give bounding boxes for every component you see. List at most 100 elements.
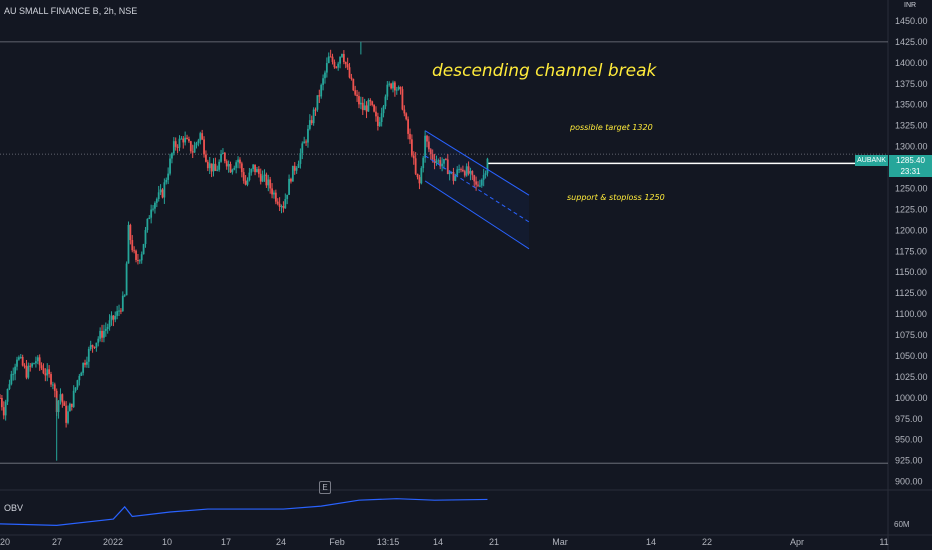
candle-body (63, 402, 66, 406)
y-tick-label: 900.00 (895, 477, 923, 487)
candle-body (97, 338, 100, 343)
candle-body (120, 310, 122, 312)
candle-body (376, 116, 379, 126)
chart-title: AU SMALL FINANCE B, 2h, NSE (4, 6, 138, 16)
candle-body (116, 311, 119, 316)
candle-body (288, 178, 290, 195)
candle-body (358, 96, 360, 105)
candle-body (19, 356, 22, 358)
earnings-icon[interactable]: E (319, 481, 331, 494)
candle-body (454, 175, 457, 181)
annotation-target: possible target 1320 (570, 123, 653, 132)
candle-body (458, 169, 461, 171)
candle-body (84, 362, 86, 365)
candle-body (240, 163, 243, 173)
candle-body (333, 61, 336, 68)
candle-body (222, 152, 224, 154)
y-tick-label: 1250.00 (895, 183, 928, 193)
candle-body (395, 89, 398, 91)
candle-body (237, 159, 239, 163)
candle-body (125, 263, 128, 296)
candle-body (12, 373, 15, 375)
x-tick-label: Mar (552, 537, 568, 547)
candle-body (463, 171, 466, 176)
channel-upper-line (424, 130, 530, 196)
candle-body (25, 366, 28, 378)
candle-body (403, 109, 406, 114)
candle-body (290, 178, 292, 182)
candle-body (82, 362, 85, 373)
candle-body (233, 167, 236, 170)
candle-body (59, 394, 62, 401)
candle-body (118, 310, 120, 312)
candle-body (114, 315, 117, 320)
candle-body (444, 159, 447, 161)
candle-body (392, 82, 394, 89)
candle-body (269, 179, 272, 189)
candle-body (154, 202, 156, 209)
candle-body (435, 161, 438, 164)
candle-body (414, 158, 417, 174)
candle-body (456, 169, 459, 176)
candle-body (146, 218, 149, 231)
candle-body (0, 397, 3, 408)
candle-body (295, 167, 298, 171)
candle-body (229, 163, 232, 173)
candle-body (165, 179, 168, 183)
candle-body (257, 169, 260, 174)
candle-body (231, 169, 234, 173)
candle-body (263, 174, 266, 176)
candle-body (2, 407, 5, 416)
x-tick-label: Apr (790, 537, 804, 547)
candle-body (182, 138, 185, 143)
x-tick-label: 20 (0, 537, 10, 547)
candle-body (21, 356, 24, 366)
candle-body (214, 163, 217, 171)
candle-body (33, 363, 35, 365)
y-tick-label: 975.00 (895, 414, 923, 424)
candle-body (197, 140, 200, 143)
candle-body (223, 152, 226, 162)
candle-body (416, 173, 419, 178)
candle-body (57, 400, 60, 413)
candle-body (439, 160, 442, 167)
candle-body (242, 172, 245, 181)
x-tick-label: 2022 (103, 537, 123, 547)
candle-body (271, 188, 273, 195)
candle-body (320, 84, 323, 97)
candle-body (371, 101, 374, 106)
channel-lower-line (424, 180, 530, 250)
candle-body (121, 295, 124, 311)
candle-body (441, 163, 444, 167)
candle-body (274, 192, 277, 202)
candle-body (205, 154, 207, 162)
candle-body (108, 320, 111, 328)
candle-body (477, 184, 479, 186)
candle-body (65, 405, 68, 423)
candle-body (469, 171, 472, 174)
candle-body (424, 135, 427, 158)
candle-body (40, 365, 43, 369)
candle-body (388, 83, 391, 85)
candle-body (189, 141, 192, 152)
candle-body (325, 63, 328, 73)
candle-body (184, 137, 187, 143)
candle-body (278, 203, 281, 207)
candle-body (52, 384, 54, 386)
candle-body (384, 96, 387, 107)
candle-body (76, 380, 79, 388)
x-tick-label: 17 (221, 537, 231, 547)
candle-body (4, 401, 7, 416)
candle-body (475, 181, 478, 185)
candle-body (301, 143, 304, 154)
candle-body (276, 201, 279, 204)
candle-body (61, 394, 64, 403)
candle-body (178, 138, 181, 148)
candle-body (471, 171, 474, 176)
y-tick-label: 1150.00 (895, 267, 927, 277)
candle-body (405, 113, 408, 120)
candle-body (27, 365, 30, 378)
candle-body (322, 78, 324, 85)
candle-body (16, 359, 18, 367)
